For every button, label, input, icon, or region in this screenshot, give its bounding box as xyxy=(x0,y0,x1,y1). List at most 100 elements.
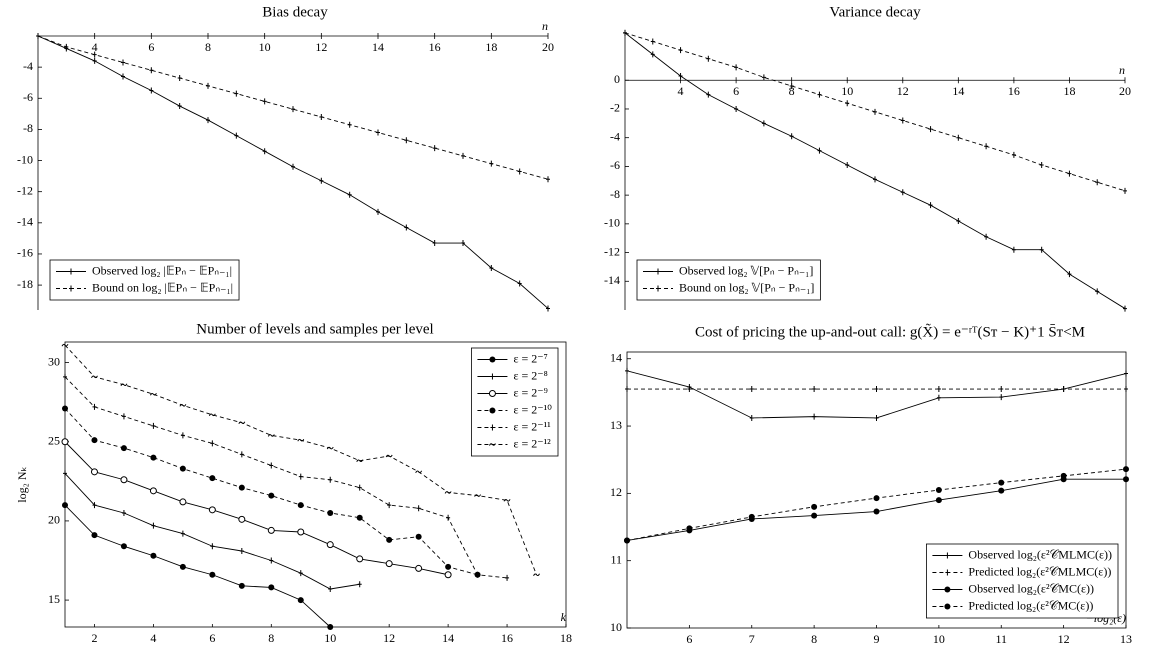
series-line xyxy=(64,408,478,576)
marker xyxy=(328,476,333,483)
y-tick-label: 30 xyxy=(48,354,60,368)
marker xyxy=(488,390,496,397)
marker xyxy=(268,584,275,591)
marker xyxy=(90,468,98,476)
x-tick-label: 18 xyxy=(560,631,572,645)
y-tick-label: -6 xyxy=(23,90,33,104)
x-tick-label: 8 xyxy=(811,632,817,646)
marker xyxy=(298,473,303,480)
marker xyxy=(149,67,154,74)
x-tick-label: 16 xyxy=(429,40,441,54)
marker xyxy=(873,176,877,183)
y-tick-label: -4 xyxy=(23,59,33,73)
marker xyxy=(678,72,683,79)
marker xyxy=(179,498,187,506)
marker xyxy=(356,459,364,463)
marker xyxy=(489,264,494,271)
marker xyxy=(1011,246,1016,253)
marker xyxy=(415,564,423,572)
marker xyxy=(873,495,880,502)
marker xyxy=(121,510,126,516)
y-tick-label: -16 xyxy=(17,246,33,260)
marker xyxy=(64,43,69,50)
marker xyxy=(761,120,766,127)
marker xyxy=(706,55,711,62)
marker xyxy=(489,160,494,167)
marker xyxy=(319,177,324,184)
marker xyxy=(120,383,128,387)
x-tick-label: 6 xyxy=(733,84,739,98)
y-tick-label: -8 xyxy=(610,187,620,201)
marker xyxy=(1067,170,1072,177)
marker xyxy=(490,373,495,380)
x-tick-label: 20 xyxy=(1119,84,1131,98)
marker xyxy=(268,492,275,499)
x-tick-label: 16 xyxy=(1008,84,1020,98)
marker xyxy=(874,414,879,421)
legend: ε = 2⁻⁷ ε = 2⁻⁸ ε = 2⁻⁹ ε = 2⁻¹⁰ ε = 2⁻¹¹ ε =… xyxy=(471,347,559,457)
y-tick-label: -6 xyxy=(610,158,620,172)
marker xyxy=(625,367,629,374)
legend-label: Observed log₂(ε²𝒞MC(ε)) xyxy=(968,581,1094,595)
marker xyxy=(404,137,409,144)
marker xyxy=(900,117,905,124)
x-tick-label: 10 xyxy=(324,631,336,645)
y-tick-label: -2 xyxy=(610,101,620,115)
legend-label: ε = 2⁻¹⁰ xyxy=(513,402,552,416)
marker xyxy=(749,386,754,393)
legend-label: Bound on log₂ |𝔼Pₙ − 𝔼Pₙ₋₁| xyxy=(92,280,233,294)
marker xyxy=(326,446,334,450)
marker xyxy=(817,91,822,98)
legend-label: Bound on log₂ 𝕍[Pₙ − Pₙ₋₁] xyxy=(679,280,814,294)
x-axis-label: k xyxy=(561,610,567,624)
marker xyxy=(297,502,304,509)
marker xyxy=(210,543,215,550)
marker xyxy=(62,405,68,412)
marker xyxy=(503,499,511,502)
marker xyxy=(347,191,352,198)
marker xyxy=(812,386,817,393)
marker xyxy=(347,121,352,128)
marker xyxy=(444,571,452,579)
x-tick-label: 18 xyxy=(1063,84,1075,98)
y-tick-label: -14 xyxy=(17,215,33,229)
marker xyxy=(151,422,156,429)
marker xyxy=(984,143,989,150)
y-tick-label: 14 xyxy=(610,350,622,364)
legend-box xyxy=(926,543,1119,619)
marker xyxy=(149,87,154,94)
marker xyxy=(36,33,40,39)
x-tick-label: 6 xyxy=(686,632,692,646)
marker xyxy=(291,163,295,170)
marker xyxy=(150,552,157,559)
marker xyxy=(928,126,933,133)
series-line xyxy=(64,473,360,590)
x-tick-label: 11 xyxy=(995,632,1007,646)
x-tick-label: 13 xyxy=(1120,632,1132,646)
marker xyxy=(845,100,850,107)
y-tick-label: -10 xyxy=(604,216,620,230)
marker xyxy=(208,506,216,514)
marker xyxy=(63,373,67,380)
marker xyxy=(210,440,215,447)
x-tick-label: 10 xyxy=(841,84,853,98)
marker xyxy=(1061,386,1066,393)
marker xyxy=(517,168,522,175)
marker xyxy=(489,356,496,363)
marker xyxy=(686,525,693,532)
marker xyxy=(998,479,1005,486)
marker xyxy=(269,462,274,469)
marker xyxy=(319,113,324,120)
marker xyxy=(356,555,364,563)
marker xyxy=(623,29,627,36)
y-tick-label: 15 xyxy=(48,592,60,606)
marker xyxy=(150,454,157,461)
marker xyxy=(734,64,739,71)
marker xyxy=(238,582,245,589)
y-tick-label: 11 xyxy=(610,552,622,566)
marker xyxy=(267,434,275,437)
series-line xyxy=(64,344,537,575)
y-tick-label: -10 xyxy=(17,152,33,166)
legend: Observed log₂ 𝕍[Pₙ − Pₙ₋₁] Bound on log₂ … xyxy=(636,259,821,301)
